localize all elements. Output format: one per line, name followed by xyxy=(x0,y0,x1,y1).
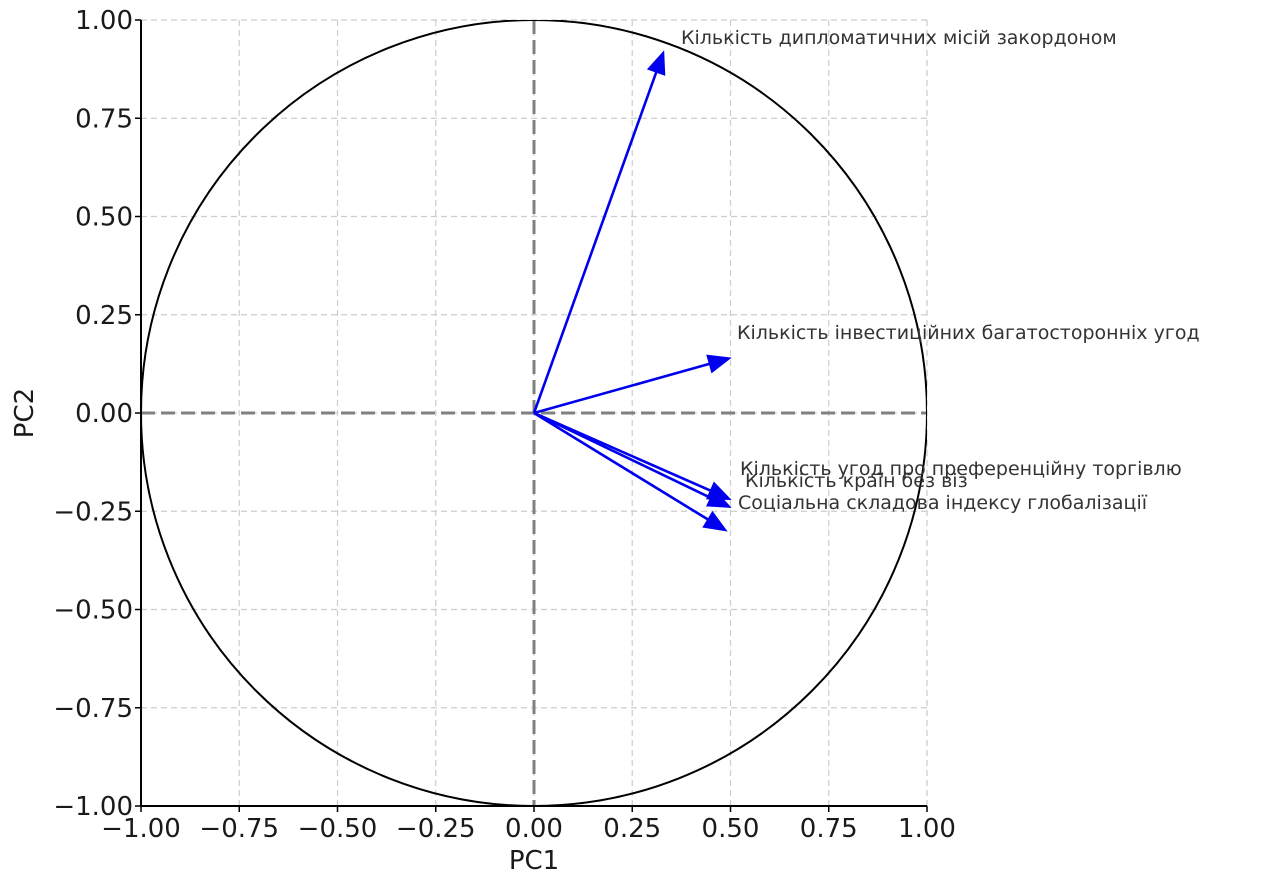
y-tick-labels: −1.00 −0.75 −0.50 −0.25 0.00 0.25 0.50 0.75 1.00 xyxy=(53,6,133,822)
loading-vector-shaft xyxy=(533,411,709,521)
y-tick-label: −0.25 xyxy=(53,497,133,527)
axes xyxy=(135,19,928,812)
y-tick-label: 0.00 xyxy=(75,399,133,429)
loading-vector-shaft xyxy=(533,411,712,499)
y-axis-label: PC2 xyxy=(10,388,40,438)
y-tick-label: −0.75 xyxy=(53,694,133,724)
loading-vector-shaft xyxy=(533,362,710,415)
loading-vector-arrowhead xyxy=(702,510,728,532)
loading-vector-arrowhead xyxy=(646,50,666,76)
vector-labels: Кількість дипломатичних місій закордоном… xyxy=(681,27,1200,514)
x-tick-label: −0.25 xyxy=(396,814,476,844)
x-tick-label: 0.25 xyxy=(603,814,661,844)
x-tick-label: 0.50 xyxy=(702,814,760,844)
x-tick-label: 0.00 xyxy=(505,814,563,844)
x-axis-label: PC1 xyxy=(509,846,559,875)
x-tick-labels: −1.00 −0.75 −0.50 −0.25 0.00 0.25 0.50 0.75 1.00 xyxy=(101,814,956,844)
loading-vectors xyxy=(532,50,732,532)
y-tick-label: −0.50 xyxy=(53,596,133,626)
vector-label: Кількість інвестиційних багатосторонніх … xyxy=(737,322,1200,344)
y-tick-label: 0.25 xyxy=(75,301,133,331)
loading-vector-arrowhead xyxy=(706,354,732,374)
x-tick-label: −0.75 xyxy=(199,814,279,844)
y-tick-label: 0.50 xyxy=(75,203,133,233)
y-tick-label: −1.00 xyxy=(53,792,133,822)
loading-vector-arrowhead xyxy=(705,488,732,508)
vector-label: Кількість угод про преференційну торгівл… xyxy=(740,458,1182,480)
vector-label: Кількість країн без віз xyxy=(745,470,968,492)
vector-label: Соціальна складова індексу глобалізації xyxy=(738,492,1148,514)
x-tick-label: −0.50 xyxy=(298,814,378,844)
x-tick-label: 0.75 xyxy=(800,814,858,844)
x-tick-label: 1.00 xyxy=(898,814,956,844)
y-tick-label: 1.00 xyxy=(75,6,133,36)
loading-vector-shaft xyxy=(532,71,658,414)
x-tick-label: −1.00 xyxy=(101,814,181,844)
y-tick-label: 0.75 xyxy=(75,104,133,134)
vector-label: Кількість дипломатичних місій закордоном xyxy=(681,27,1117,49)
